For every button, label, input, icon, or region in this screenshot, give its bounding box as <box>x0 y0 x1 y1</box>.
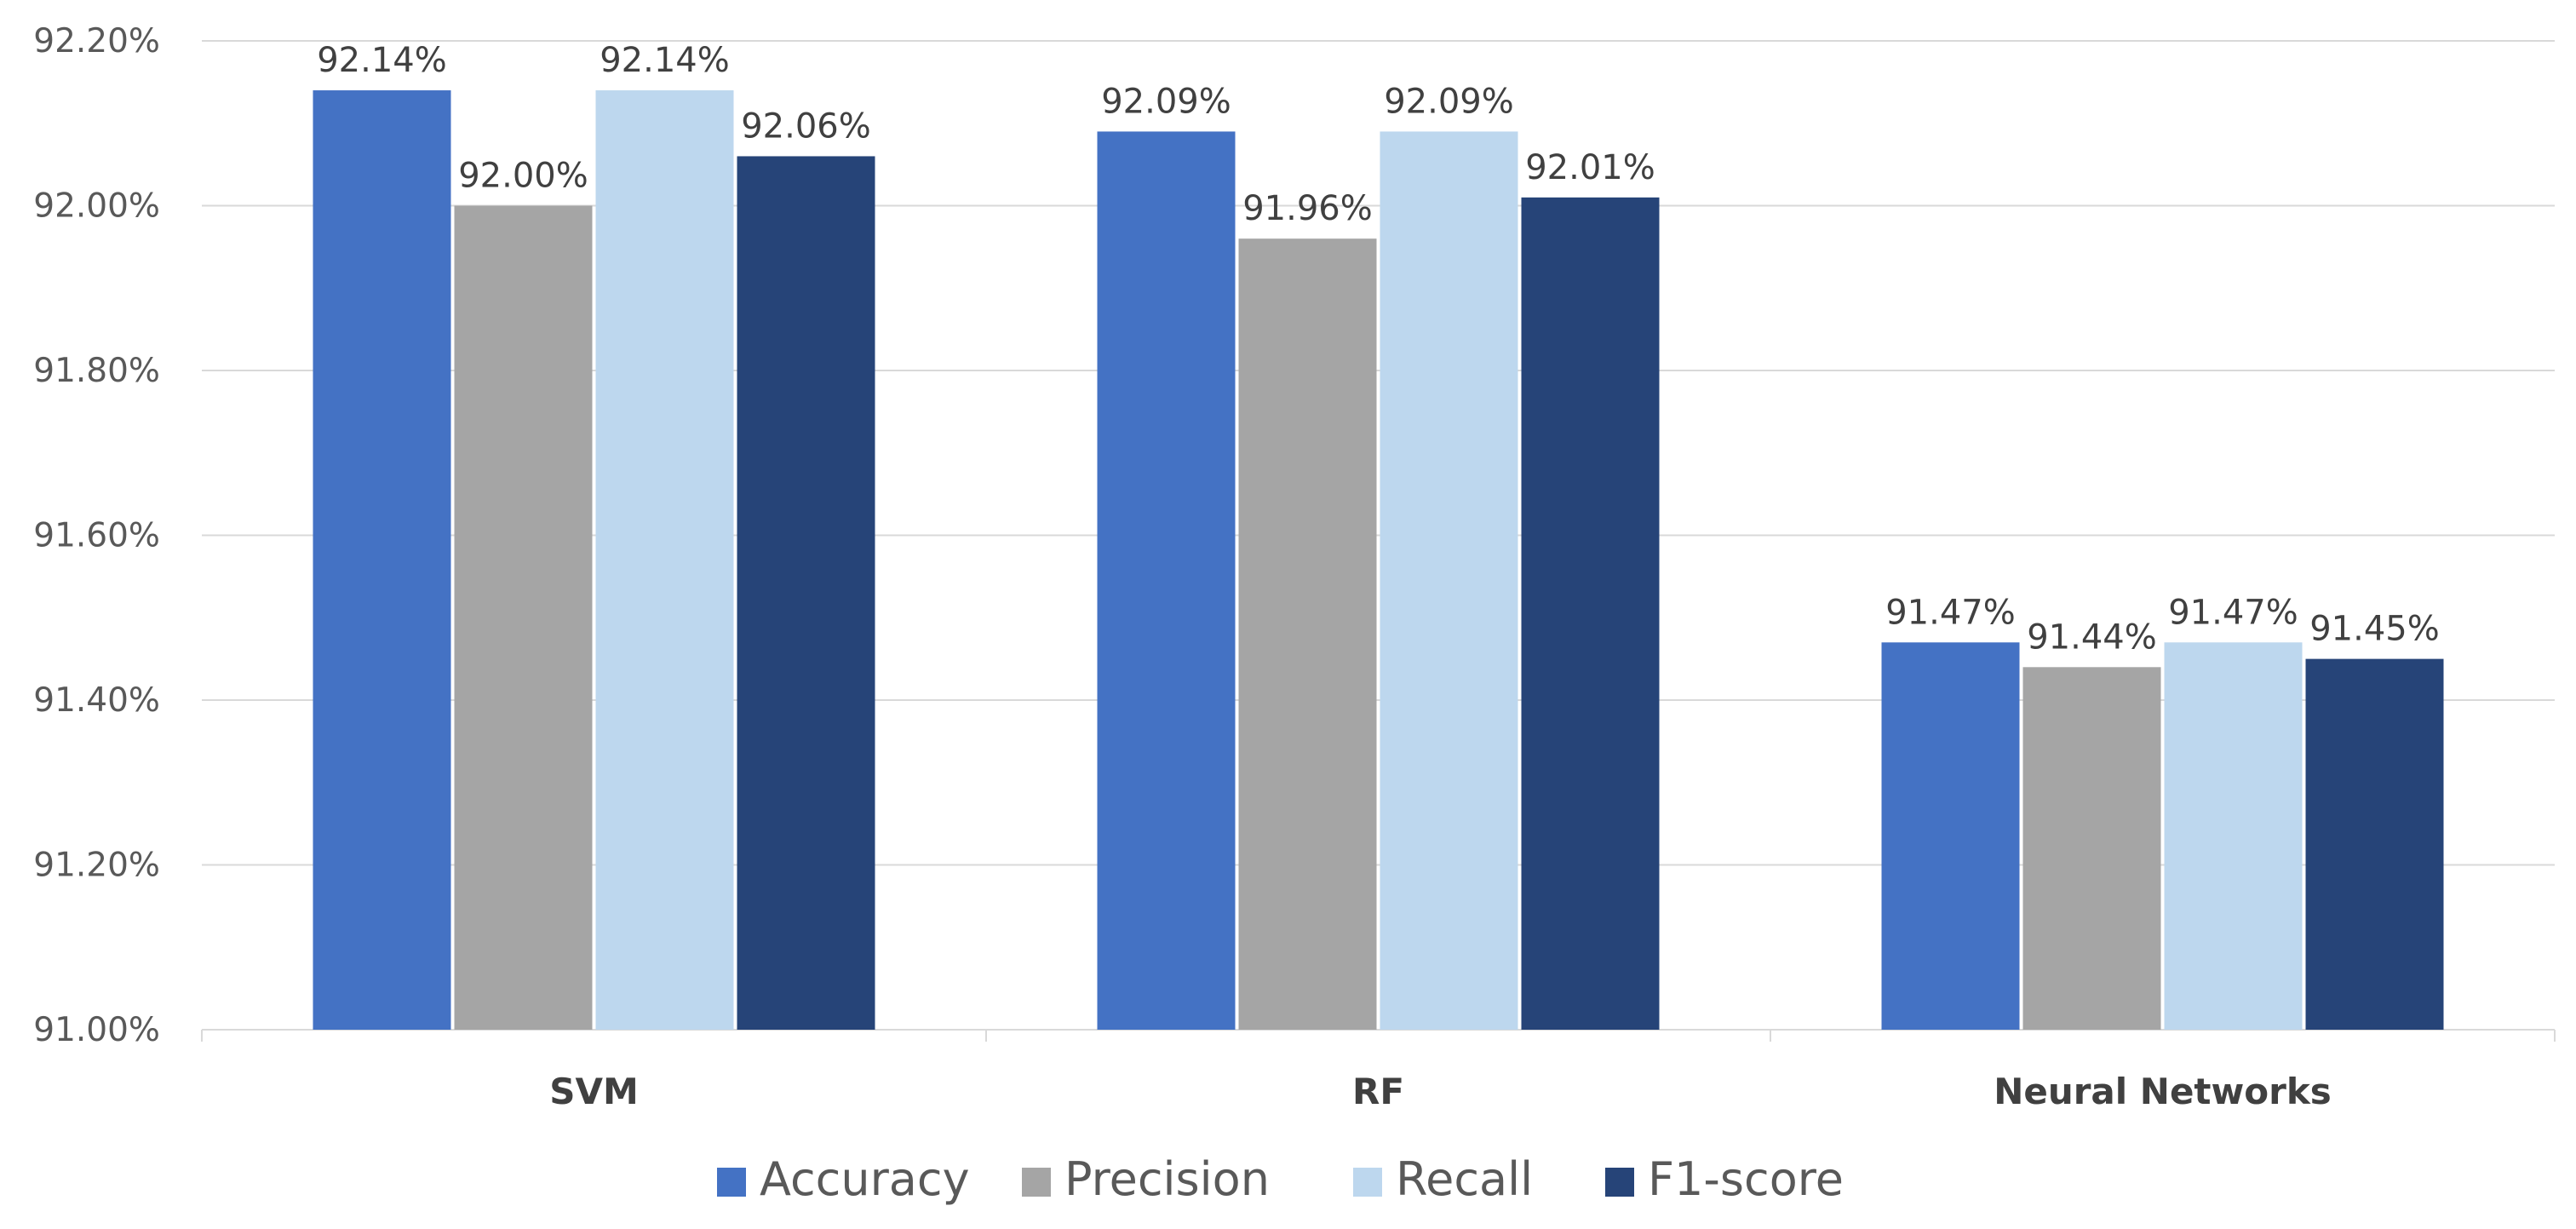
y-tick-label: 91.00% <box>33 1011 160 1049</box>
y-tick-label: 91.20% <box>33 847 160 885</box>
data-label: 91.45% <box>2309 610 2440 649</box>
data-labels: 92.14% 92.00% 92.14% 92.06% 92.09% 91.96% 92.0… <box>317 41 2440 657</box>
bar-recall-svm <box>595 90 734 1030</box>
category-label: SVM <box>549 1071 639 1112</box>
bar-accuracy-neural-networks <box>1881 642 2020 1030</box>
bar-recall-neural-networks <box>2164 642 2303 1030</box>
data-label: 91.47% <box>2168 593 2298 632</box>
legend-label: Precision <box>1064 1152 1270 1206</box>
legend-item-accuracy: Accuracy <box>717 1152 970 1206</box>
legend-item-f1-score: F1-score <box>1605 1152 1844 1206</box>
bar-f1-score-svm <box>737 156 875 1031</box>
legend-swatch <box>1605 1168 1634 1197</box>
gridlines <box>202 40 2555 866</box>
legend-swatch <box>1022 1168 1051 1197</box>
y-tick-label: 92.00% <box>33 187 160 226</box>
data-label: 92.01% <box>1525 148 1655 187</box>
bars <box>313 90 2444 1031</box>
bar-precision-svm <box>454 205 593 1030</box>
legend-label: F1-score <box>1648 1152 1844 1206</box>
legend-swatch <box>717 1168 746 1197</box>
data-label: 92.14% <box>317 41 447 80</box>
legend-item-recall: Recall <box>1353 1152 1533 1206</box>
legend-label: Accuracy <box>760 1152 970 1206</box>
data-label: 91.96% <box>1242 189 1373 228</box>
bar-accuracy-rf <box>1097 131 1236 1030</box>
y-tick-label: 91.40% <box>33 681 160 720</box>
bar-recall-rf <box>1380 131 1518 1030</box>
legend-item-precision: Precision <box>1022 1152 1270 1206</box>
category-labels: SVM RF Neural Networks <box>549 1071 2332 1112</box>
bar-f1-score-neural-networks <box>2305 658 2444 1030</box>
data-label: 92.09% <box>1101 82 1231 121</box>
y-tick-label: 91.60% <box>33 517 160 555</box>
data-label: 91.44% <box>2027 617 2157 657</box>
y-axis-tick-labels: 91.00% 91.20% 91.40% 91.60% 91.80% 92.00% 92.2… <box>33 22 160 1049</box>
category-label: RF <box>1352 1071 1404 1112</box>
bar-precision-rf <box>1238 238 1377 1030</box>
x-axis <box>201 1029 2556 1042</box>
legend-swatch <box>1353 1168 1382 1197</box>
legend-label: Recall <box>1396 1152 1533 1206</box>
data-label: 92.00% <box>458 157 588 196</box>
bar-f1-score-rf <box>1521 197 1660 1030</box>
bar-precision-neural-networks <box>2022 667 2161 1030</box>
category-label: Neural Networks <box>1994 1071 2332 1112</box>
legend: Accuracy Precision Recall F1-score <box>717 1152 1844 1206</box>
data-label: 92.09% <box>1384 82 1514 121</box>
data-label: 92.14% <box>600 41 730 80</box>
y-tick-label: 91.80% <box>33 352 160 390</box>
data-label: 91.47% <box>1885 593 2016 632</box>
data-label: 92.06% <box>741 106 871 146</box>
y-tick-label: 92.20% <box>33 22 160 60</box>
bar-accuracy-svm <box>313 90 451 1030</box>
